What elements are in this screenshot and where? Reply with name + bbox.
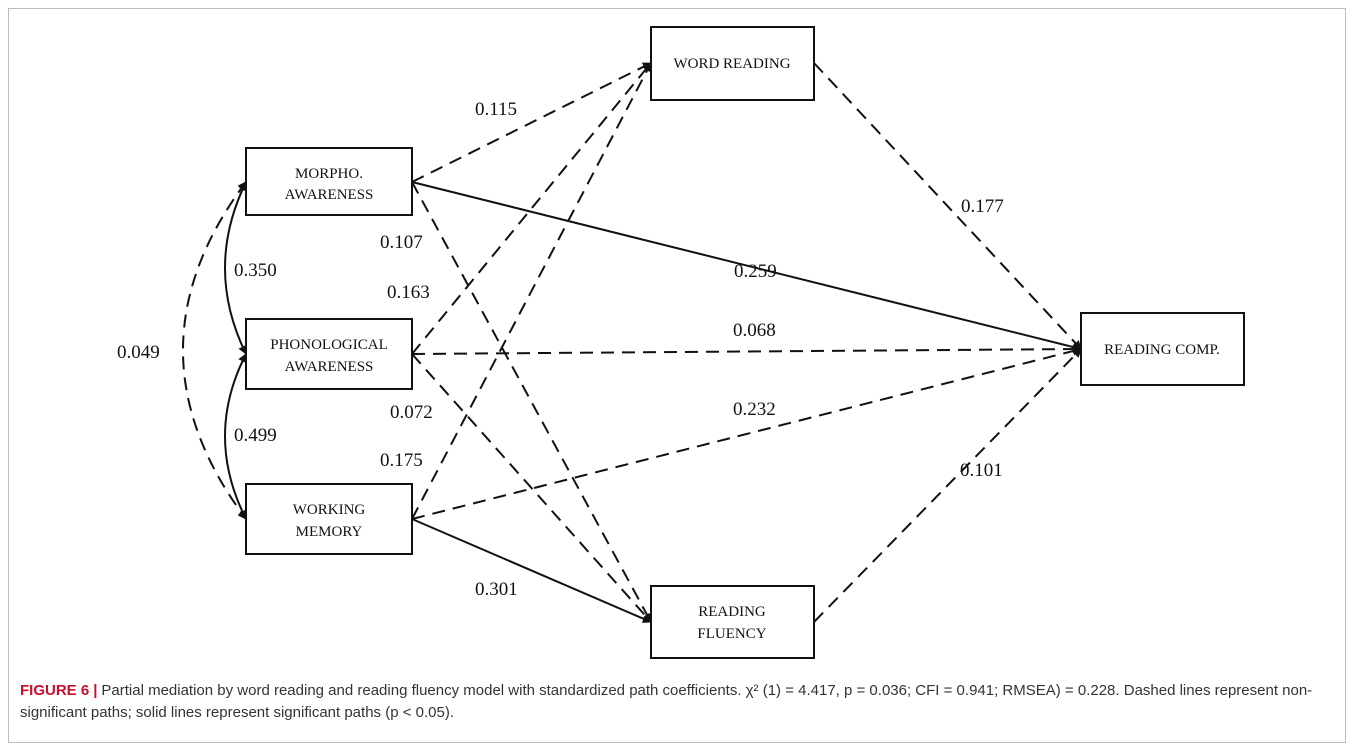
node-morpho-label-1: MORPHO.: [295, 166, 363, 182]
node-phono-label-2: AWARENESS: [285, 359, 374, 375]
correlation-phono-wm: [224, 353, 247, 520]
coef-morpho-phono: 0.350: [234, 260, 277, 281]
caption-separator: |: [93, 682, 98, 699]
node-wm-label-1: WORKING: [293, 502, 366, 518]
node-wm-label-2: MEMORY: [296, 524, 363, 540]
coef-phono-fluency: 0.072: [390, 402, 433, 423]
correlation-morpho-phono: [224, 181, 247, 355]
path-word-comp: [813, 62, 1082, 350]
caption-text: Partial mediation by word reading and re…: [20, 682, 1313, 721]
node-morpho-box: [245, 147, 413, 216]
coef-phono-comp: 0.068: [733, 320, 776, 341]
node-phono-label-1: PHONOLOGICAL: [270, 337, 388, 353]
coef-phono-word: 0.163: [387, 282, 430, 303]
node-fluency-label-2: FLUENCY: [697, 626, 766, 642]
path-phono-word: [411, 62, 652, 355]
correlation-morpho-wm: [182, 181, 247, 520]
path-phono-fluency: [411, 353, 652, 623]
figure-caption: FIGURE 6 | Partial mediation by word readi…: [20, 680, 1338, 724]
node-word-box: [650, 26, 815, 101]
coef-wm-comp: 0.232: [733, 399, 776, 420]
path-wm-fluency: [411, 518, 652, 623]
path-morpho-comp: [411, 181, 1082, 352]
coef-morpho-word: 0.115: [475, 99, 517, 120]
node-comp-box: [1080, 312, 1245, 386]
path-morpho-fluency: [411, 181, 652, 623]
caption-label: FIGURE 6: [20, 682, 90, 699]
coef-morpho-fluency: 0.107: [380, 232, 423, 253]
node-fluency-box: [650, 585, 815, 659]
coef-wm-word: 0.175: [380, 450, 423, 471]
coef-wm-fluency: 0.301: [475, 579, 518, 600]
coef-morpho-comp: 0.259: [734, 261, 777, 282]
path-diagram: MORPHO. AWARENESS PHONOLOGICAL AWARENESS…: [117, 26, 1245, 659]
coef-word-comp: 0.177: [961, 196, 1004, 217]
path-fluency-comp: [813, 348, 1082, 623]
figure-frame: [8, 8, 1346, 743]
node-word-label: WORD READING: [673, 56, 790, 72]
coef-phono-wm: 0.499: [234, 425, 277, 446]
path-morpho-word: [411, 62, 652, 183]
node-wm-box: [245, 483, 413, 555]
coef-fluency-comp: 0.101: [960, 460, 1003, 481]
node-comp-label: READING COMP.: [1104, 342, 1220, 358]
path-wm-word: [411, 62, 652, 520]
node-fluency-label-1: READING: [698, 604, 766, 620]
path-wm-comp: [411, 346, 1082, 520]
coef-morpho-wm: 0.049: [117, 342, 160, 363]
path-phono-comp: [411, 344, 1082, 355]
node-phono-box: [245, 318, 413, 390]
node-morpho-label-2: AWARENESS: [285, 187, 374, 203]
